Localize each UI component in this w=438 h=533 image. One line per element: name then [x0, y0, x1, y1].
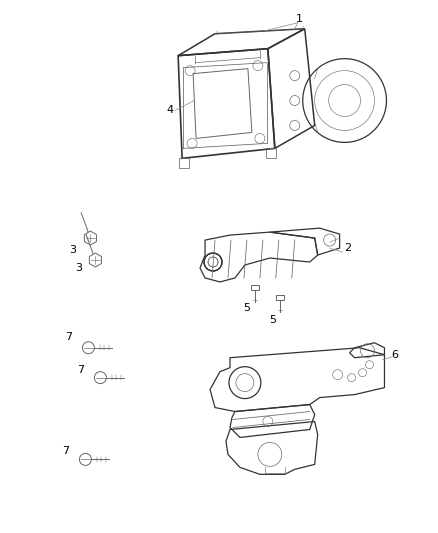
Text: 3: 3 [69, 245, 76, 255]
Text: 6: 6 [391, 350, 398, 360]
Bar [266, 148, 276, 158]
Text: 2: 2 [344, 243, 351, 253]
Text: 5: 5 [244, 303, 251, 313]
Text: 3: 3 [75, 263, 82, 273]
Bar [251, 286, 259, 290]
Text: 5: 5 [269, 315, 276, 325]
Bar [179, 158, 189, 168]
Bar [276, 295, 284, 301]
Text: 7: 7 [65, 332, 72, 342]
Text: 1: 1 [296, 14, 303, 24]
Text: 7: 7 [62, 447, 69, 456]
Text: 4: 4 [166, 106, 174, 116]
Text: 7: 7 [77, 365, 84, 375]
